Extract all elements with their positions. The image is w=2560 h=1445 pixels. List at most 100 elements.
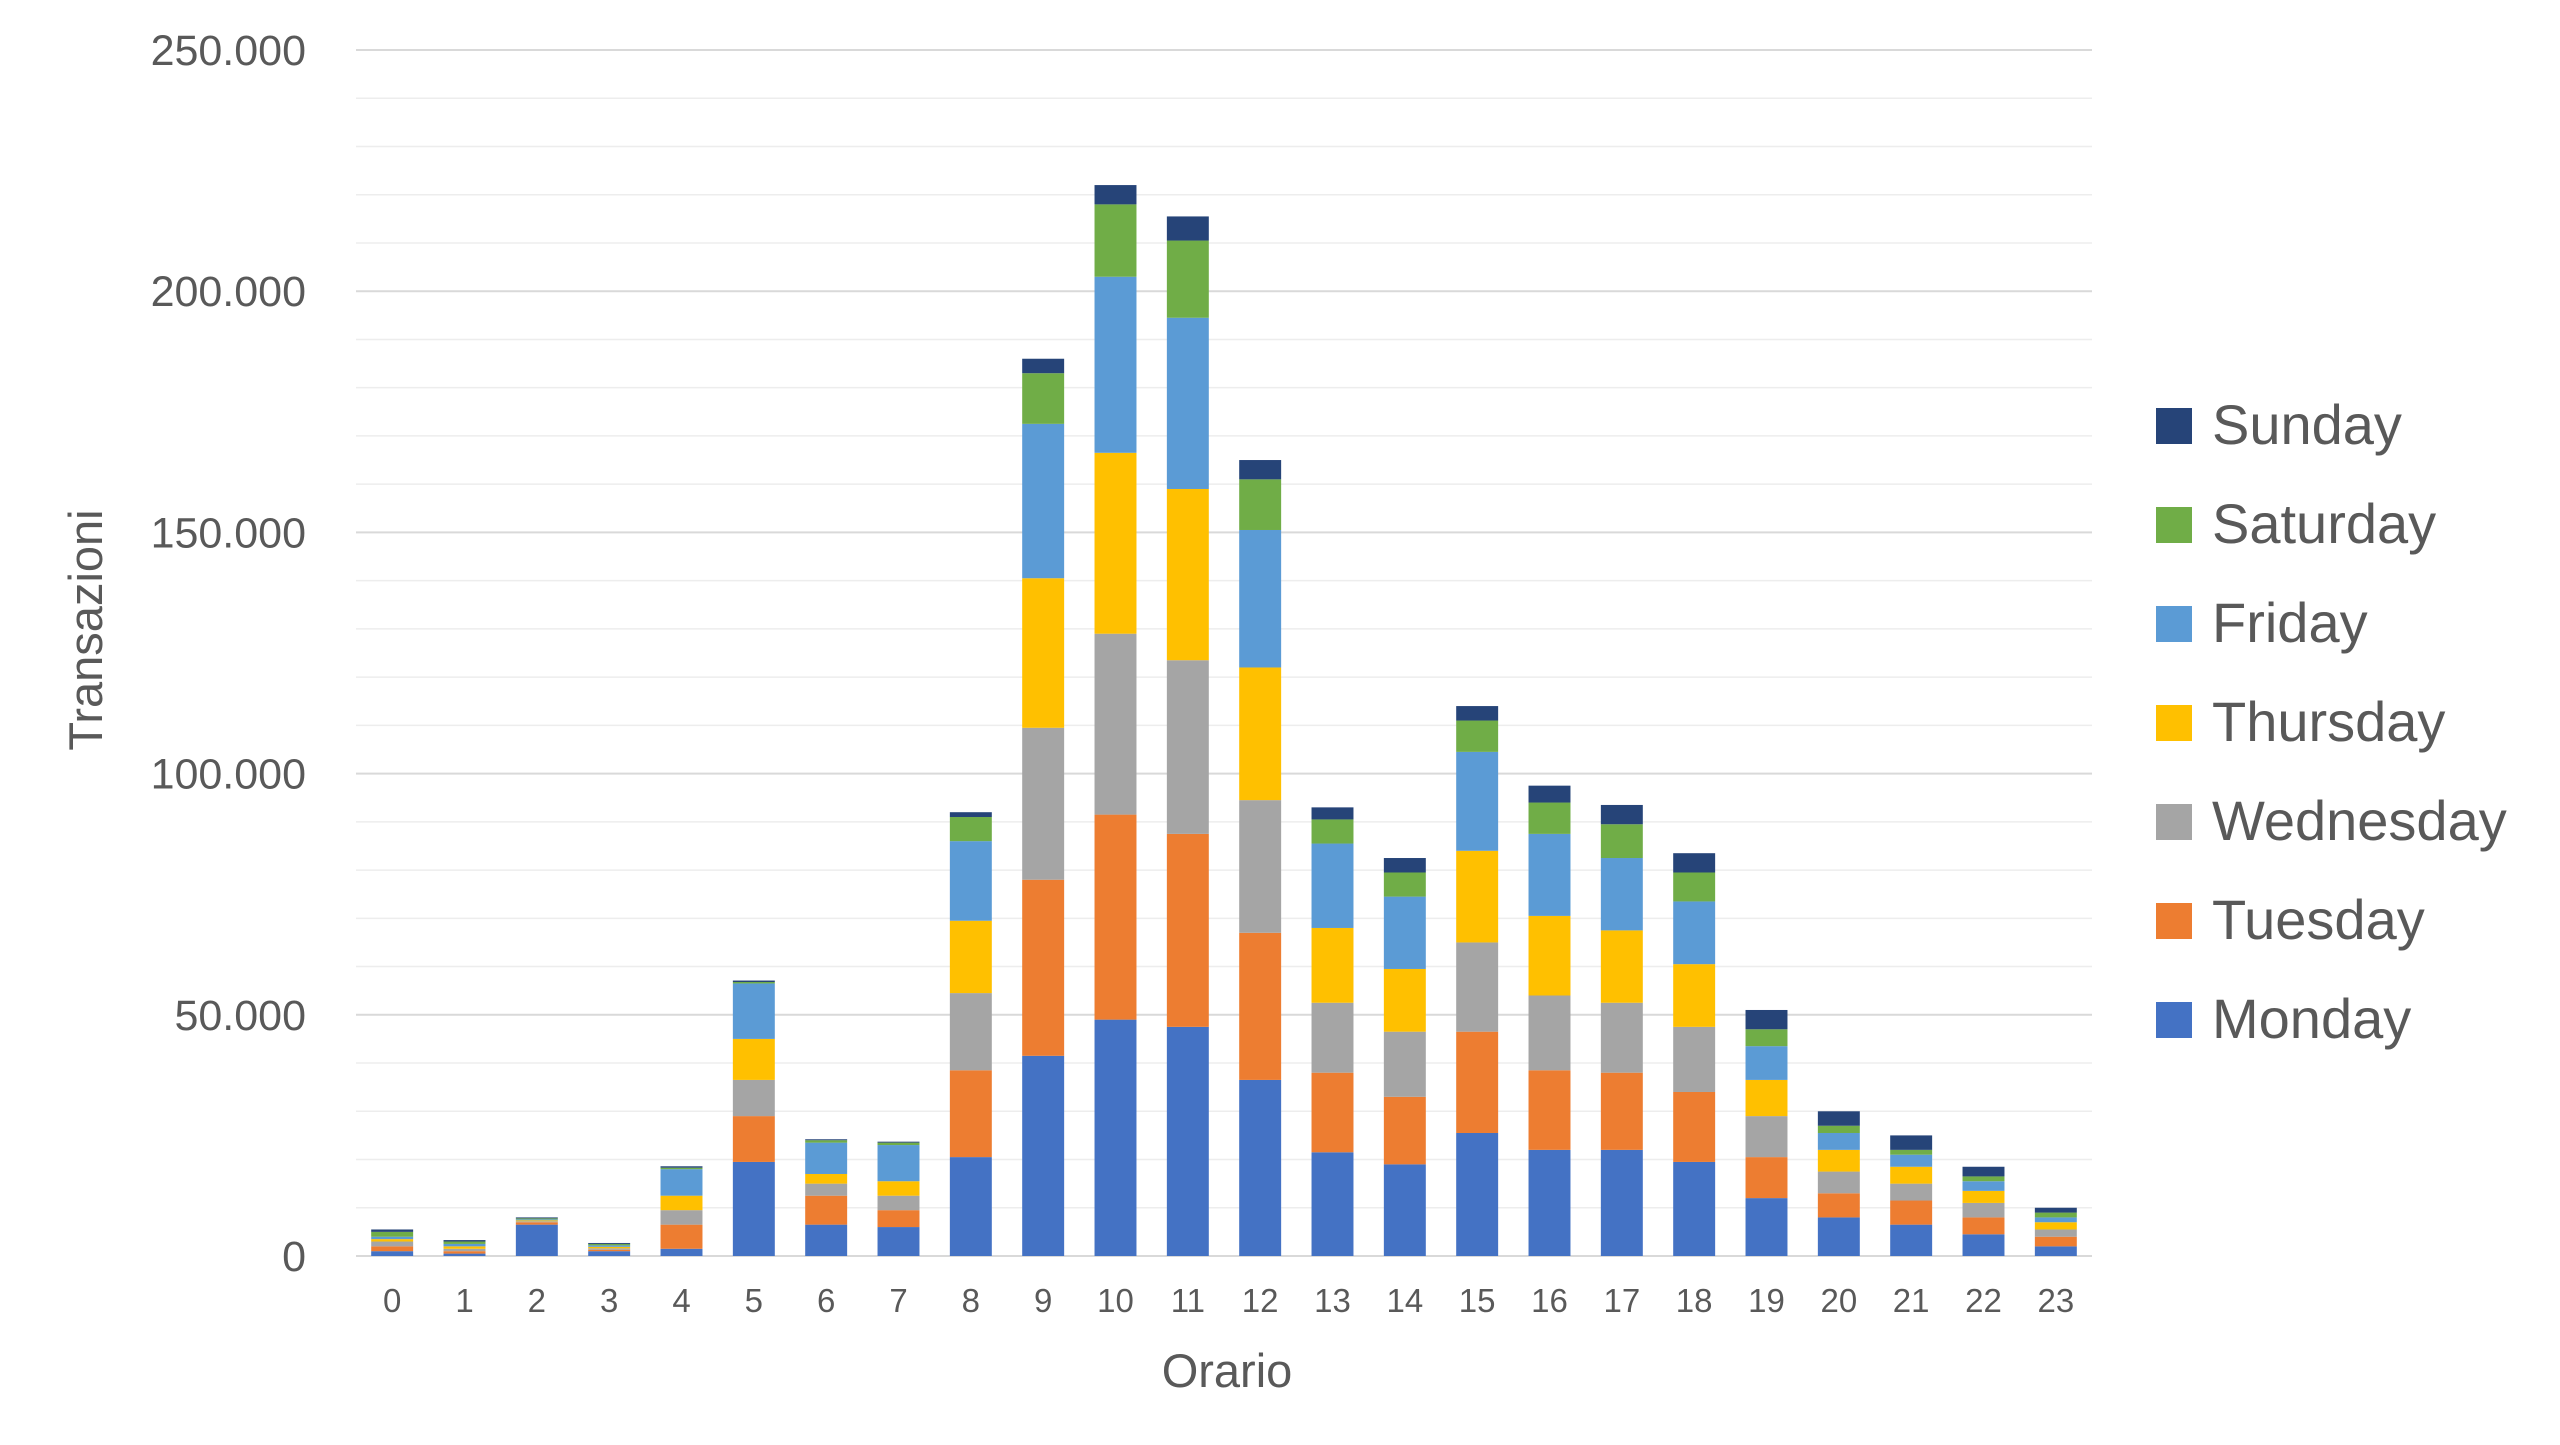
- bar-segment: [660, 1169, 703, 1196]
- bar-segment: [1311, 1072, 1354, 1153]
- bar-segment: [1962, 1190, 2005, 1203]
- bar-segment: [1239, 529, 1282, 668]
- bar-segment: [877, 1195, 920, 1211]
- legend-label: Monday: [2212, 987, 2411, 1050]
- bar-segment: [371, 1231, 414, 1237]
- bar-segment: [1745, 1029, 1788, 1047]
- bar-segment: [949, 920, 992, 994]
- bar-segment: [1166, 317, 1209, 489]
- bar-segment: [443, 1251, 486, 1254]
- bar-segment: [732, 981, 775, 984]
- bar-segment: [1962, 1166, 2005, 1177]
- bar-segment: [443, 1241, 486, 1244]
- bar-segment: [1022, 373, 1065, 424]
- legend-item: Sunday: [2156, 393, 2402, 456]
- x-tick-label: 14: [1386, 1282, 1423, 1319]
- bar-segment: [1239, 460, 1282, 480]
- bar-segment: [1745, 1079, 1788, 1117]
- bar-segment: [515, 1220, 558, 1222]
- bar-segment: [1528, 995, 1571, 1071]
- bar-segment: [732, 1116, 775, 1162]
- bar-segment: [1094, 633, 1137, 815]
- bar-segment: [443, 1253, 486, 1256]
- legend-item: Saturday: [2156, 492, 2436, 555]
- bar-segment: [515, 1219, 558, 1221]
- bar-segment: [1890, 1154, 1933, 1167]
- bar-segment: [1528, 833, 1571, 916]
- bar-segment: [588, 1242, 631, 1244]
- bar-segment: [1022, 727, 1065, 880]
- bar-segment: [1600, 858, 1643, 931]
- bar-segment: [949, 1070, 992, 1158]
- x-tick-label: 9: [1034, 1282, 1052, 1319]
- bar-segment: [371, 1241, 414, 1247]
- bar-segment: [1528, 1070, 1571, 1150]
- y-tick-label: 200.000: [151, 268, 306, 316]
- bar-segment: [660, 1210, 703, 1225]
- x-tick-label: 7: [889, 1282, 907, 1319]
- bar-segment: [805, 1224, 848, 1256]
- bar-segment: [805, 1140, 848, 1143]
- bar-segment: [805, 1173, 848, 1184]
- legend-item: Wednesday: [2156, 789, 2507, 852]
- bar-segment: [443, 1246, 486, 1249]
- bar-segment: [1890, 1200, 1933, 1225]
- bar-segment: [1962, 1181, 2005, 1191]
- x-tick-label: 11: [1171, 1282, 1205, 1319]
- x-tick-label: 1: [455, 1282, 473, 1319]
- bar-segment: [1239, 1079, 1282, 1256]
- bar-segment: [1456, 1031, 1499, 1133]
- bar-segment: [1456, 1132, 1499, 1256]
- bar-segment: [1673, 1091, 1716, 1162]
- bar-segment: [1166, 216, 1209, 241]
- bar-segment: [1528, 802, 1571, 834]
- bar-segment: [443, 1243, 486, 1247]
- legend-item: Tuesday: [2156, 888, 2425, 951]
- bar-segment: [805, 1139, 848, 1141]
- bar-segment: [1094, 204, 1137, 277]
- bar-segment: [371, 1239, 414, 1242]
- bar-segment: [1383, 1096, 1426, 1165]
- bar-segment: [949, 841, 992, 921]
- bar-segment: [1673, 964, 1716, 1027]
- bar-segment: [1528, 785, 1571, 803]
- x-tick-label: 0: [383, 1282, 401, 1319]
- bar-segment: [1817, 1171, 1860, 1194]
- bar-segment: [1745, 1009, 1788, 1030]
- bar-segment: [732, 1161, 775, 1256]
- legend-label: Tuesday: [2212, 888, 2425, 951]
- bar-segment: [1094, 814, 1137, 1020]
- bar-segment: [877, 1145, 920, 1182]
- bar-segment: [1022, 423, 1065, 579]
- bar-segment: [1673, 1161, 1716, 1256]
- bar-segment: [1600, 824, 1643, 859]
- bar-segment: [371, 1236, 414, 1240]
- bar-segment: [1962, 1234, 2005, 1256]
- bar-segment: [1890, 1183, 1933, 1201]
- bar-segment: [2034, 1229, 2077, 1237]
- bar-segment: [515, 1218, 558, 1220]
- legend-swatch: [2156, 606, 2192, 642]
- bar-segment: [588, 1245, 631, 1247]
- bar-segment: [949, 1157, 992, 1256]
- bar-segment: [1311, 819, 1354, 844]
- bar-segment: [443, 1240, 486, 1242]
- bar-segment: [660, 1167, 703, 1170]
- bar-segment: [949, 812, 992, 818]
- bar-segment: [1022, 879, 1065, 1056]
- bar-segment: [1094, 276, 1137, 453]
- x-tick-label: 15: [1459, 1282, 1496, 1319]
- bar-segment: [2034, 1212, 2077, 1218]
- bar-segment: [949, 817, 992, 842]
- bar-segment: [805, 1183, 848, 1196]
- bar-segment: [1094, 1019, 1137, 1256]
- bar-segment: [1094, 185, 1137, 205]
- bar-segment: [588, 1249, 631, 1252]
- legend-swatch: [2156, 507, 2192, 543]
- bar-segment: [1239, 667, 1282, 801]
- bar-segment: [1817, 1217, 1860, 1256]
- bar-segment: [732, 1038, 775, 1080]
- bar-segment: [1166, 240, 1209, 318]
- bar-segment: [1817, 1149, 1860, 1172]
